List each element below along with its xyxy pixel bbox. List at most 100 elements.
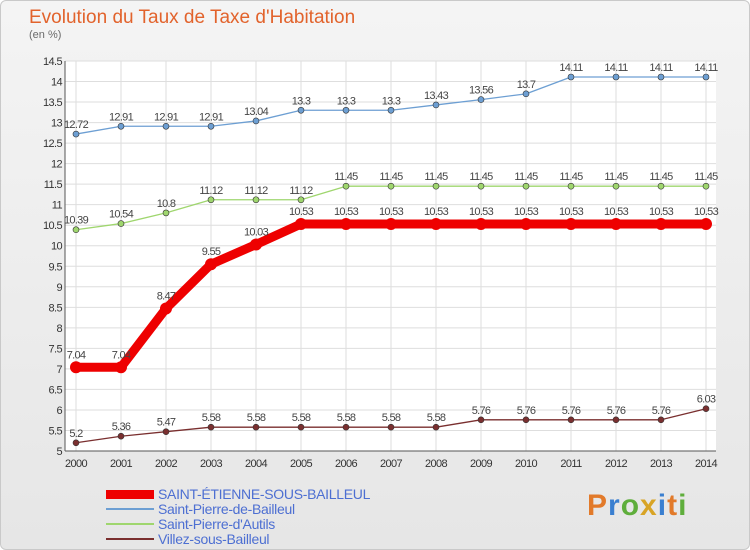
data-label: 14.11	[694, 62, 718, 74]
data-point	[162, 209, 170, 217]
x-tick-label: 2014	[695, 458, 718, 470]
x-tick-label: 2004	[245, 458, 268, 470]
data-point	[297, 423, 305, 431]
data-label: 13.7	[517, 79, 536, 91]
data-label: 7.04	[112, 349, 131, 361]
data-point	[477, 182, 485, 190]
data-label: 11.12	[289, 185, 313, 197]
legend-entry: Saint-Pierre-de-Bailleul	[106, 501, 295, 517]
data-label: 11.45	[694, 171, 718, 183]
data-label: 5.47	[157, 417, 176, 429]
data-point	[387, 106, 395, 114]
data-point	[387, 423, 395, 431]
y-tick-label: 5	[56, 446, 62, 458]
data-label: 12.91	[109, 111, 134, 123]
data-label: 10.53	[334, 206, 359, 218]
data-label: 12.72	[64, 119, 89, 131]
x-tick-label: 2005	[290, 458, 313, 470]
data-point	[520, 217, 532, 230]
data-label: 13.3	[292, 95, 311, 107]
data-label: 5.58	[247, 412, 266, 424]
legend-swatch	[106, 489, 154, 499]
legend-label: SAINT-ÉTIENNE-SOUS-BAILLEUL	[158, 486, 371, 502]
data-point	[655, 217, 667, 230]
data-label: 7.04	[67, 349, 86, 361]
data-point	[342, 182, 350, 190]
data-label: 10.53	[559, 206, 584, 218]
legend-label: Saint-Pierre-d'Autils	[158, 516, 275, 532]
legend-entry: SAINT-ÉTIENNE-SOUS-BAILLEUL	[106, 486, 371, 502]
legend-swatch	[106, 538, 154, 540]
y-tick-label: 13.5	[43, 97, 62, 109]
data-point	[385, 217, 397, 230]
data-label: 10.53	[694, 206, 719, 218]
data-point	[477, 416, 485, 424]
legend-swatch	[106, 508, 154, 510]
data-label: 12.91	[199, 111, 224, 123]
data-point	[117, 432, 125, 440]
data-point	[567, 182, 575, 190]
data-point	[252, 196, 260, 204]
data-point	[295, 217, 307, 230]
data-label: 11.45	[604, 171, 628, 183]
data-point	[72, 226, 80, 234]
data-label: 11.45	[559, 171, 583, 183]
data-label: 11.45	[649, 171, 673, 183]
data-point	[250, 238, 262, 251]
data-point	[387, 182, 395, 190]
data-label: 5.36	[112, 421, 131, 433]
data-point	[207, 122, 215, 130]
data-label: 5.2	[69, 428, 83, 440]
data-label: 5.76	[562, 405, 581, 417]
y-tick-label: 9	[56, 282, 62, 294]
data-label: 10.8	[157, 198, 176, 210]
y-tick-label: 10	[51, 241, 63, 253]
x-tick-label: 2006	[335, 458, 358, 470]
data-label: 13.3	[382, 95, 401, 107]
data-point	[612, 73, 620, 81]
x-tick-label: 2010	[515, 458, 538, 470]
data-point	[522, 416, 530, 424]
data-point	[115, 361, 127, 374]
x-tick-label: 2002	[155, 458, 178, 470]
data-point	[432, 182, 440, 190]
legend-swatch	[106, 523, 154, 525]
data-label: 10.53	[604, 206, 629, 218]
data-point	[72, 130, 80, 138]
data-point	[612, 182, 620, 190]
x-tick-label: 2009	[470, 458, 493, 470]
data-label: 10.03	[244, 227, 269, 239]
data-label: 5.76	[607, 405, 626, 417]
legend-label: Saint-Pierre-de-Bailleul	[158, 501, 295, 517]
data-point	[432, 101, 440, 109]
data-label: 10.53	[514, 206, 539, 218]
y-tick-label: 7.5	[49, 343, 63, 355]
data-label: 10.54	[109, 209, 134, 221]
x-tick-label: 2001	[110, 458, 133, 470]
data-label: 5.58	[202, 412, 221, 424]
data-label: 14.11	[604, 62, 628, 74]
data-point	[117, 220, 125, 227]
y-tick-label: 5.5	[49, 425, 63, 437]
data-label: 10.53	[289, 206, 314, 218]
data-label: 11.45	[424, 171, 448, 183]
logo-letter: i	[657, 489, 668, 522]
y-tick-label: 6	[56, 405, 62, 417]
x-tick-label: 2000	[65, 458, 88, 470]
data-point	[297, 106, 305, 114]
x-tick-label: 2011	[560, 458, 582, 470]
y-tick-label: 10.5	[43, 220, 62, 232]
data-point	[567, 73, 575, 81]
data-point	[702, 182, 710, 190]
data-label: 9.55	[202, 246, 221, 258]
chart-title: Evolution du Taux de Taxe d'Habitation	[29, 7, 356, 28]
logo-letter: t	[667, 489, 679, 522]
data-point	[702, 73, 710, 81]
data-point	[657, 182, 665, 190]
y-tick-label: 13	[51, 118, 63, 130]
logo-letter: o	[620, 489, 641, 522]
data-point	[657, 416, 665, 424]
data-label: 11.45	[379, 171, 403, 183]
